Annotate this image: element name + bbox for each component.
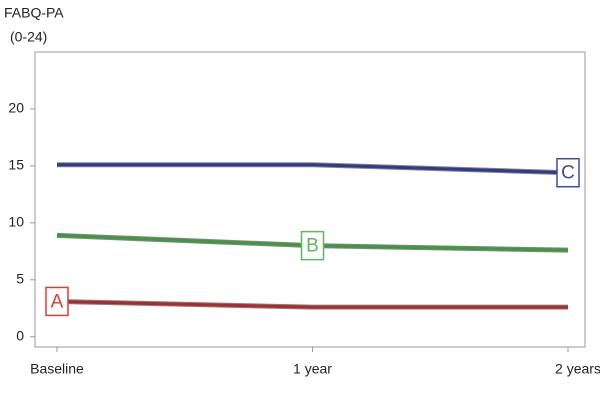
x-tick-label: 1 year <box>293 361 332 377</box>
series-label: A <box>51 291 64 312</box>
y-tick-label: 5 <box>16 271 24 287</box>
x-tick-label: Baseline <box>30 361 84 377</box>
series-label-box <box>45 286 69 317</box>
x-tick-label: 2 years <box>555 361 600 377</box>
plot-frame <box>34 51 586 348</box>
y-axis-title: FABQ-PA <box>4 5 64 21</box>
series-label-box <box>300 230 325 261</box>
y-axis-subtitle: (0-24) <box>10 29 47 45</box>
y-tick-label: 20 <box>8 100 24 116</box>
series-label: B <box>306 236 319 257</box>
y-tick-label: 10 <box>8 214 24 230</box>
series-label: C <box>561 163 575 184</box>
y-tick-label: 0 <box>16 327 24 343</box>
y-tick-label: 15 <box>8 157 24 173</box>
series-line <box>56 299 568 309</box>
series-label-box <box>556 157 580 188</box>
series-line <box>57 163 569 175</box>
